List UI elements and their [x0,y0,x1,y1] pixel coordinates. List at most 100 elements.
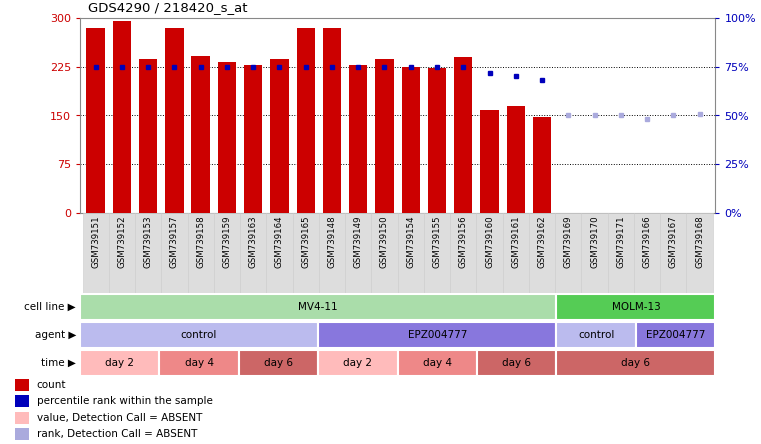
Bar [165,28,183,213]
Bar [159,350,239,376]
Bar [503,213,529,293]
Text: MOLM-13: MOLM-13 [612,302,661,312]
Text: count: count [37,380,66,390]
Text: GSM739158: GSM739158 [196,215,205,268]
Bar [686,213,713,293]
Text: GSM739169: GSM739169 [564,215,573,268]
Text: time ▶: time ▶ [41,358,76,368]
Bar [371,213,397,293]
Bar [661,213,686,293]
Text: rank, Detection Call = ABSENT: rank, Detection Call = ABSENT [37,429,197,439]
Bar [428,68,446,213]
Text: GSM739153: GSM739153 [144,215,153,268]
Bar [214,213,240,293]
Bar [402,67,420,213]
Text: GSM739166: GSM739166 [642,215,651,268]
Text: GSM739152: GSM739152 [117,215,126,268]
Bar [15,395,29,407]
Text: GSM739160: GSM739160 [485,215,494,268]
Text: percentile rank within the sample: percentile rank within the sample [37,396,212,406]
Bar [82,213,109,293]
Text: GSM739163: GSM739163 [249,215,258,268]
Text: GSM739170: GSM739170 [590,215,599,268]
Bar [634,213,661,293]
Bar [244,65,263,213]
Text: GSM739154: GSM739154 [406,215,416,268]
Text: GSM739161: GSM739161 [511,215,521,268]
Text: GSM739168: GSM739168 [695,215,704,268]
Text: day 4: day 4 [423,358,452,368]
Bar [319,213,345,293]
Bar [636,322,715,348]
Bar [266,213,292,293]
Bar [187,213,214,293]
Bar [109,213,135,293]
Bar [375,59,393,213]
Bar [345,213,371,293]
Text: GSM739164: GSM739164 [275,215,284,268]
Text: day 2: day 2 [105,358,134,368]
Bar [135,213,161,293]
Text: cell line ▶: cell line ▶ [24,302,76,312]
Bar [270,59,288,213]
Bar [80,322,318,348]
Bar [608,213,634,293]
Text: GDS4290 / 218420_s_at: GDS4290 / 218420_s_at [88,0,247,14]
Text: day 6: day 6 [264,358,293,368]
Bar [556,322,636,348]
Bar [239,350,318,376]
Bar [556,294,715,320]
Bar [556,213,581,293]
Bar [318,350,397,376]
Bar [424,213,451,293]
Text: GSM739157: GSM739157 [170,215,179,268]
Text: GSM739149: GSM739149 [354,215,363,268]
Text: EPZ004777: EPZ004777 [408,330,467,340]
Bar [15,428,29,440]
Bar [218,62,236,213]
Bar [533,117,551,213]
Text: GSM739155: GSM739155 [432,215,441,268]
Bar [581,213,608,293]
Text: GSM739167: GSM739167 [669,215,678,268]
Bar [292,213,319,293]
Bar [477,350,556,376]
Bar [397,350,477,376]
Bar [15,379,29,391]
Text: GSM739151: GSM739151 [91,215,100,268]
Bar [318,322,556,348]
Text: day 2: day 2 [343,358,372,368]
Text: EPZ004777: EPZ004777 [646,330,705,340]
Bar [476,213,503,293]
Text: control: control [578,330,614,340]
Text: agent ▶: agent ▶ [35,330,76,340]
Bar [397,213,424,293]
Text: day 6: day 6 [502,358,531,368]
Bar [192,56,210,213]
Text: MV4-11: MV4-11 [298,302,338,312]
Bar [454,57,473,213]
Text: GSM739162: GSM739162 [537,215,546,268]
Bar [507,107,525,213]
Bar [87,28,105,213]
Bar [451,213,476,293]
Bar [323,28,341,213]
Bar [529,213,556,293]
Bar [139,59,158,213]
Bar [349,65,368,213]
Bar [80,350,159,376]
Bar [480,110,498,213]
Bar [15,412,29,424]
Bar [80,294,556,320]
Bar [240,213,266,293]
Text: GSM739150: GSM739150 [380,215,389,268]
Text: day 4: day 4 [185,358,214,368]
Text: value, Detection Call = ABSENT: value, Detection Call = ABSENT [37,412,202,423]
Bar [161,213,187,293]
Text: GSM739165: GSM739165 [301,215,310,268]
Bar [113,20,131,213]
Text: GSM739159: GSM739159 [222,215,231,268]
Text: GSM739148: GSM739148 [327,215,336,268]
Text: GSM739171: GSM739171 [616,215,626,268]
Text: day 6: day 6 [622,358,651,368]
